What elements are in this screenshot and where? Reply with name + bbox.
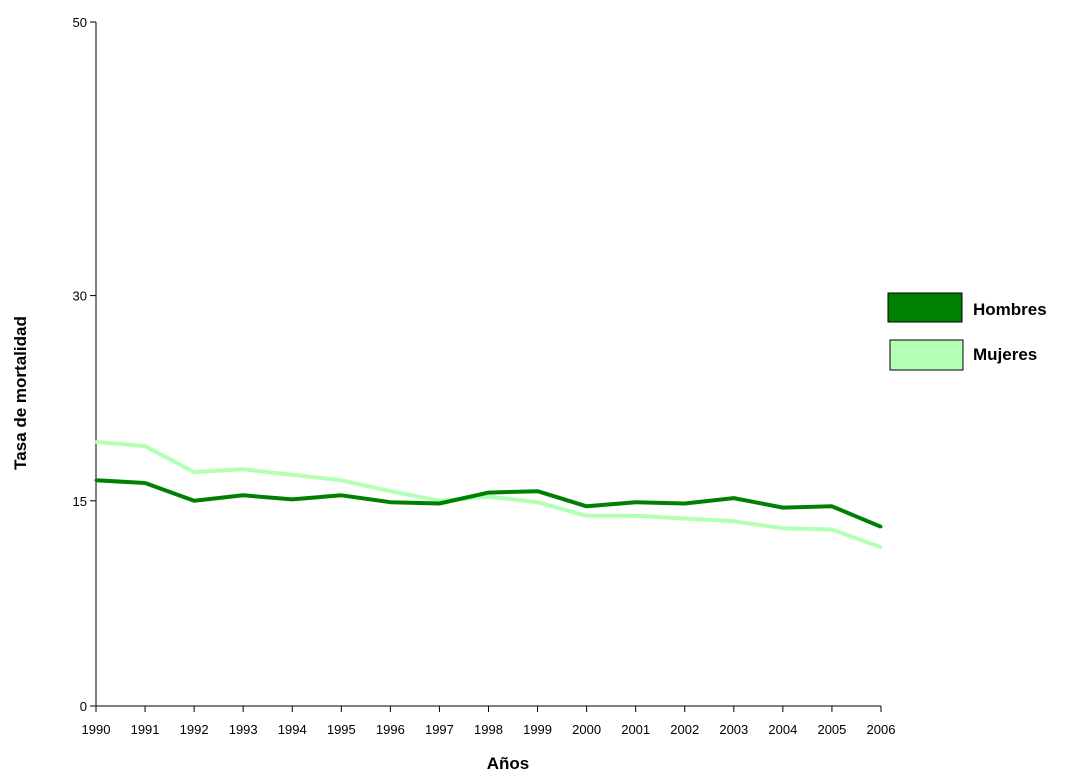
- data-point-mujeres: [536, 500, 540, 504]
- x-tick-label: 2002: [670, 722, 699, 737]
- data-point-hombres: [879, 525, 883, 529]
- data-point-mujeres: [143, 444, 147, 448]
- x-tick-label: 2000: [572, 722, 601, 737]
- data-point-hombres: [143, 481, 147, 485]
- data-point-hombres: [241, 493, 245, 497]
- y-axis-title: Tasa de mortalidad: [11, 316, 30, 470]
- data-point-hombres: [94, 478, 98, 482]
- x-tick-label: 1998: [474, 722, 503, 737]
- x-tick-label: 1993: [229, 722, 258, 737]
- data-point-hombres: [683, 502, 687, 506]
- x-tick-label: 1997: [425, 722, 454, 737]
- x-tick-label: 1994: [278, 722, 307, 737]
- series-line-hombres: [95, 478, 882, 529]
- x-ticks: 1990 1991 1992 1993 1994 1995 1996 1997 1998 1999…: [82, 706, 896, 737]
- data-point-mujeres: [487, 495, 490, 499]
- data-point-mujeres: [732, 519, 736, 523]
- x-tick-label: 1996: [376, 722, 405, 737]
- data-point-mujeres: [585, 514, 589, 518]
- data-point-hombres: [536, 489, 540, 493]
- data-point-hombres: [339, 493, 343, 497]
- data-point-hombres: [290, 497, 294, 501]
- x-tick-label: 1999: [523, 722, 552, 737]
- y-tick-label: 30: [73, 289, 87, 304]
- data-point-mujeres: [290, 473, 294, 477]
- data-point-hombres: [437, 502, 441, 506]
- x-tick-label: 2003: [719, 722, 748, 737]
- data-point-mujeres: [339, 478, 343, 482]
- data-point-mujeres: [634, 514, 638, 518]
- legend-swatch-hombres: [887, 292, 963, 323]
- series-line-mujeres: [95, 440, 882, 550]
- legend-label-hombres: Hombres: [973, 300, 1047, 319]
- legend-label-mujeres: Mujeres: [973, 345, 1037, 364]
- data-point-mujeres: [388, 489, 392, 493]
- x-tick-label: 2001: [621, 722, 650, 737]
- axes: [95, 22, 881, 707]
- x-tick-label: 1995: [327, 722, 356, 737]
- data-point-mujeres: [683, 517, 687, 521]
- data-point-hombres: [388, 500, 392, 504]
- x-tick-label: 2004: [768, 722, 797, 737]
- x-tick-label: 2006: [867, 722, 896, 737]
- x-tick-label: 2005: [817, 722, 846, 737]
- x-tick-label: 1992: [180, 722, 209, 737]
- x-tick-label: 1991: [131, 722, 160, 737]
- data-point-mujeres: [781, 526, 785, 530]
- y-tick-label: 50: [73, 15, 87, 30]
- data-point-hombres: [830, 504, 834, 508]
- y-tick-label: 15: [73, 494, 87, 509]
- data-point-mujeres: [879, 545, 883, 549]
- y-tick-label: 0: [80, 699, 87, 714]
- y-ticks: 0 15 30 50: [73, 15, 96, 714]
- data-point-mujeres: [94, 440, 98, 444]
- legend-swatch-mujeres: [889, 339, 964, 371]
- data-point-hombres: [192, 499, 196, 503]
- x-tick-label: 1990: [82, 722, 111, 737]
- data-point-hombres: [634, 500, 638, 504]
- data-point-hombres: [585, 504, 589, 508]
- x-axis-title: Años: [487, 754, 530, 769]
- data-point-hombres: [487, 491, 490, 495]
- series-lines: [94, 440, 883, 550]
- data-point-hombres: [732, 496, 736, 500]
- data-point-hombres: [781, 506, 785, 510]
- data-point-mujeres: [192, 470, 196, 474]
- data-point-mujeres: [830, 528, 834, 532]
- data-point-mujeres: [241, 467, 245, 471]
- legend: Hombres Mujeres: [887, 292, 1047, 371]
